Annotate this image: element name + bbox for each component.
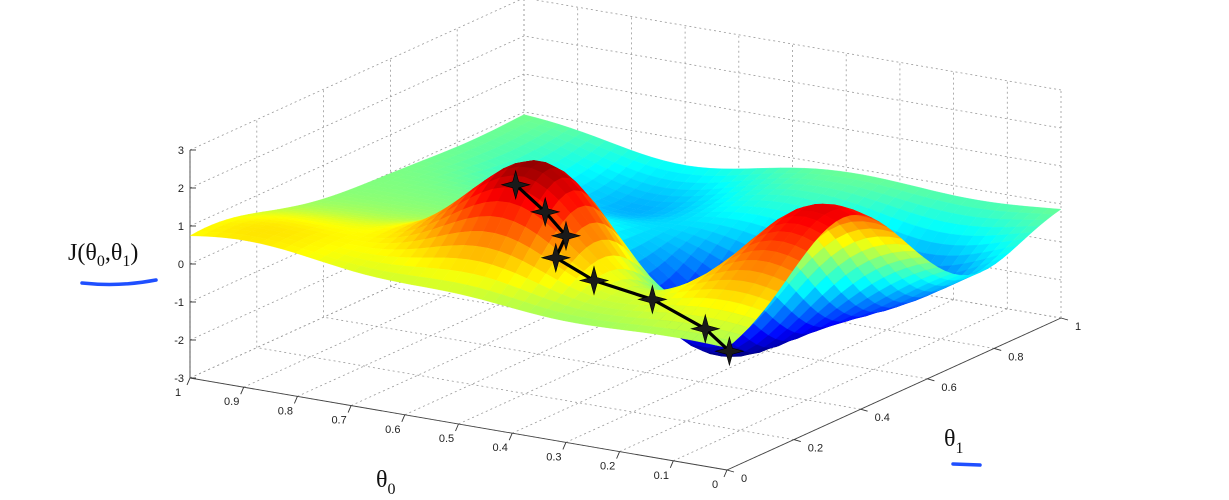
back-wall-grid-line [523,111,1062,205]
floor-grid-line [323,316,861,410]
z-axis-title-underline [80,278,158,287]
descent-step-marker [530,196,561,228]
x-tick-label: 0.2 [808,443,823,455]
y-tick-label: 0.7 [331,415,346,427]
floor-grid-line [457,256,995,349]
y-tick-label: 0.3 [546,451,561,463]
y-tick-mark [562,442,567,450]
z-tick-label: -1 [174,297,184,309]
x-tick-mark [1060,317,1069,321]
y-tick-mark [723,469,728,478]
x-tick-label: 0.6 [941,382,956,394]
y-tick-mark [455,423,459,432]
x-axis-line [726,317,1062,471]
y-tick-label: 0.9 [224,396,239,408]
z-tick-label: -2 [174,335,184,347]
y-tick-mark [401,414,406,422]
x-tick-mark [994,347,1002,351]
y-tick-mark [669,460,674,468]
y-tick-label: 0.8 [278,405,293,417]
z-tick-label: 1 [178,221,184,233]
tick-labels: -3 -2 -1 0 1 2 3 0 0.1 0.2 0.3 0.4 0.5 0.6 0.7 0.8 0.9 1 0… [174,145,1081,491]
floor-grid-line [390,286,928,380]
z-tick-label: 0 [178,259,184,271]
cost-surface [189,114,1062,357]
descent-step-marker [637,284,668,315]
x-axis-title-underline [951,462,982,467]
x-tick-mark [860,408,868,412]
y-tick-label: 1 [175,387,181,399]
back-wall-grid-line [523,225,1062,319]
x-tick-label: 0.4 [875,412,890,424]
y-tick-mark [508,433,513,441]
descent-step-marker [500,169,531,200]
back-wall-grid-line [533,0,1062,91]
y-tick-label: 0.4 [493,442,508,454]
x-tick-mark [726,469,735,473]
y-tick-mark [186,377,191,386]
y-tick-label: 0.2 [600,461,615,473]
back-wall-grid-line [523,35,1062,129]
floor-grid-line [256,347,794,440]
y-tick-mark [616,451,621,459]
descent-step-marker [690,313,721,344]
x-tick-label: 1 [1075,321,1081,333]
z-tick-label: -3 [174,373,184,385]
descent-step-marker [578,265,610,296]
x-tick-label: 0 [741,473,747,485]
y-axis-title: θ0 [376,467,396,498]
left-wall-grid-line [189,0,521,151]
descent-step-marker [540,242,571,273]
floor-grid-line [673,308,1008,462]
x-tick-label: 0.8 [1008,351,1023,363]
y-tick-mark [240,387,245,395]
y-tick-label: 0.6 [385,424,400,436]
y-tick-label: 0.5 [439,433,454,445]
y-tick-label: 0.1 [654,470,669,482]
descent-step-marker [714,336,745,367]
left-wall-grid-line [189,73,525,227]
y-tick-mark [293,396,298,404]
floor-grid-line [619,299,954,452]
back-wall-grid-line [523,73,1062,167]
descent-step-marker [550,220,582,251]
z-tick-label: 3 [178,145,184,157]
x-axis-title: θ1 [944,426,964,457]
z-axis-title: J(θ0,θ1) [68,240,138,270]
x-tick-mark [793,439,801,443]
x-tick-mark [927,378,935,382]
z-tick-label: 2 [178,183,184,195]
gradient-descent-path [500,169,745,367]
left-wall-grid-line [189,35,525,189]
y-tick-mark [347,405,352,413]
descent-path-line [514,183,731,353]
y-tick-label: 0 [712,479,718,491]
